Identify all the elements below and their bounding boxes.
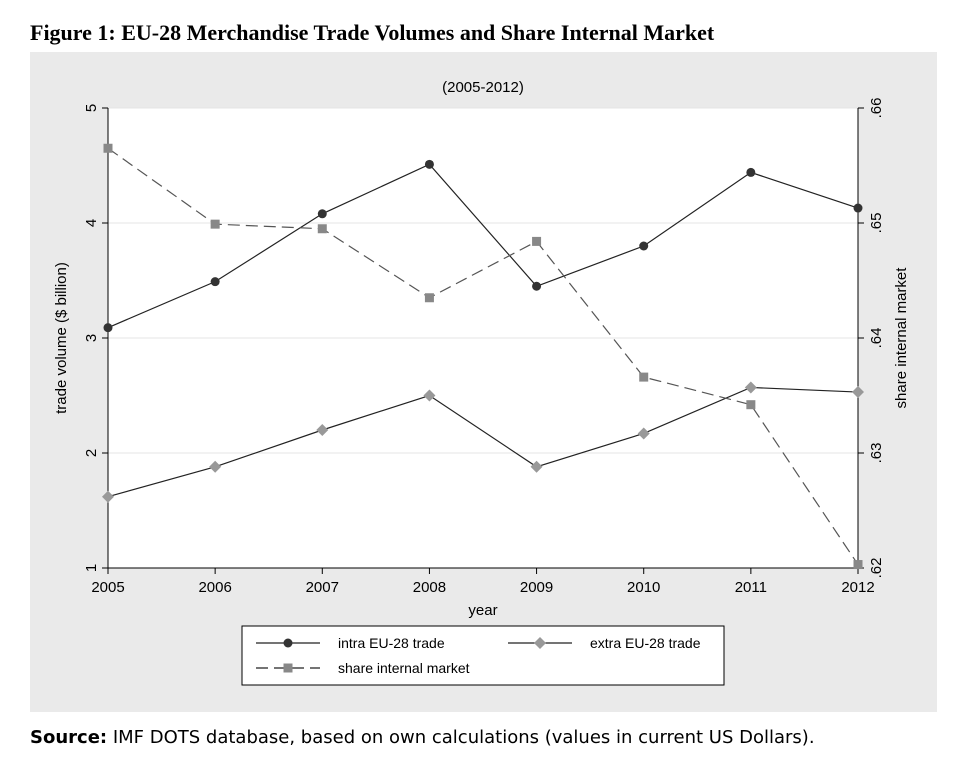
marker-circle — [103, 323, 113, 333]
x-tick-label: 2008 — [413, 579, 446, 596]
series-line — [107, 163, 859, 329]
marker-circle — [210, 277, 220, 287]
marker-circle — [424, 159, 434, 169]
y2-tick-label: .62 — [868, 558, 885, 579]
y-tick-label: 5 — [83, 104, 100, 112]
y2-axis-label: share internal market — [893, 267, 910, 409]
series-intra-eu-28-trade — [103, 159, 863, 333]
marker-square — [317, 224, 327, 234]
x-tick-label: 2005 — [91, 579, 124, 596]
legend-item: extra EU-28 trade — [508, 635, 701, 651]
marker-circle — [532, 281, 542, 291]
y-axis-label: trade volume ($ billion) — [53, 262, 70, 414]
marker-diamond — [852, 386, 864, 399]
marker-diamond — [102, 490, 114, 503]
marker-square — [639, 372, 649, 382]
y2-tick-label: .66 — [868, 98, 885, 119]
x-tick-label: 2006 — [198, 579, 231, 596]
x-tick-label: 2007 — [306, 579, 339, 596]
legend-box — [241, 625, 725, 686]
legend-label: extra EU-28 trade — [590, 635, 701, 651]
y-tick-label: 3 — [83, 334, 100, 342]
marker-square — [424, 293, 434, 303]
legend-label: intra EU-28 trade — [338, 635, 445, 651]
y2-tick-label: .63 — [868, 443, 885, 464]
marker-circle — [317, 209, 327, 219]
figure-title: Figure 1: EU-28 Merchandise Trade Volume… — [30, 20, 715, 45]
series-extra-eu-28-trade — [102, 381, 864, 503]
axes: 1 2 3 4 5 .62 .63 .64 .65 .66 2005 2006 2007 2008 2009… — [83, 98, 885, 596]
chart-panel: (2005-2012) 1 2 3 4 5 .62 .63 .64 .65 .66 2005 2006… — [30, 52, 937, 712]
marker-square — [746, 400, 756, 410]
legend-item: intra EU-28 trade — [256, 635, 445, 651]
x-tick-label: 2012 — [841, 579, 874, 596]
marker-diamond — [534, 637, 546, 649]
series-line — [107, 386, 859, 498]
marker-square — [283, 663, 293, 673]
series-share-internal-market — [103, 143, 863, 570]
series-layer — [102, 143, 864, 570]
x-tick-label: 2010 — [627, 579, 660, 596]
marker-square — [210, 219, 220, 229]
x-axis-label: year — [468, 602, 497, 619]
marker-diamond — [530, 460, 543, 473]
chart-svg: (2005-2012) 1 2 3 4 5 .62 .63 .64 .65 .66 2005 2006… — [53, 79, 910, 686]
series-line — [107, 147, 859, 565]
legend: intra EU-28 trade extra EU-28 trade share … — [241, 625, 725, 686]
marker-circle — [746, 167, 756, 177]
y2-tick-label: .65 — [868, 213, 885, 234]
marker-square — [103, 143, 113, 153]
marker-circle — [853, 203, 863, 213]
marker-diamond — [316, 424, 329, 436]
x-tick-label: 2009 — [520, 579, 553, 596]
marker-square — [853, 560, 863, 570]
legend-item: share internal market — [256, 660, 470, 676]
marker-diamond — [423, 389, 436, 402]
source-text: IMF DOTS database, based on own calculat… — [107, 727, 815, 748]
marker-diamond — [744, 381, 757, 394]
source-label: Source: — [30, 727, 108, 748]
marker-circle — [639, 241, 649, 251]
marker-square — [532, 236, 542, 246]
chart-title: (2005-2012) — [442, 79, 524, 96]
marker-diamond — [209, 460, 222, 473]
y2-tick-label: .64 — [868, 328, 885, 349]
x-tick-label: 2011 — [735, 579, 767, 596]
y-tick-label: 2 — [83, 449, 100, 457]
source-note: Source: IMF DOTS database, based on own … — [30, 727, 815, 748]
marker-diamond — [637, 427, 650, 440]
legend-label: share internal market — [338, 660, 470, 676]
y-tick-label: 4 — [83, 219, 100, 227]
marker-circle — [283, 638, 293, 648]
y-tick-label: 1 — [83, 564, 100, 572]
